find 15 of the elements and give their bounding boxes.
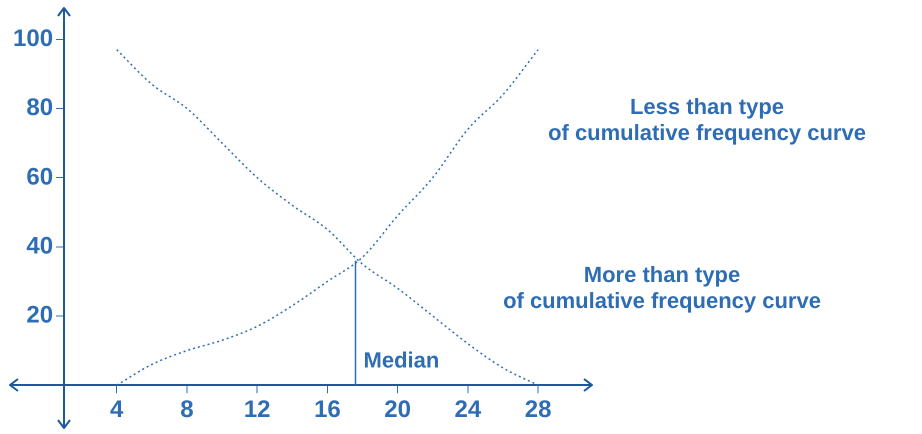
y-tick-label: 40 xyxy=(26,232,54,260)
x-tick-label: 4 xyxy=(110,396,124,424)
x-tick-label: 16 xyxy=(314,396,341,424)
annotation: Median xyxy=(364,347,440,372)
x-tick-label: 8 xyxy=(180,396,194,424)
series-label: Less than type of cumulative frequency curve xyxy=(548,94,866,146)
x-tick-label: 12 xyxy=(244,396,271,424)
y-tick-label: 60 xyxy=(26,163,54,190)
x-tick-label: 24 xyxy=(454,396,482,424)
text: More than type of cumulative frequency curve xyxy=(503,262,821,314)
y-tick-label: 80 xyxy=(26,94,54,122)
y-tick-label: 100 xyxy=(12,24,54,52)
y-tick-label: 20 xyxy=(26,302,54,329)
x-tick-label: 20 xyxy=(384,396,411,424)
x-tick-label: 28 xyxy=(524,396,552,424)
